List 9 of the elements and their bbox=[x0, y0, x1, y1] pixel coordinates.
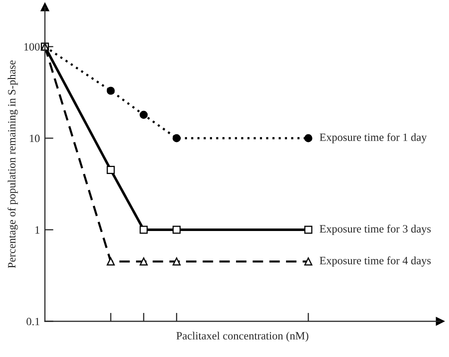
y-tick-label: 1 bbox=[35, 226, 40, 234]
series-label: Exposure time for 3 days bbox=[320, 224, 431, 235]
x-axis-title: Paclitaxel concentration (nM) bbox=[176, 332, 308, 342]
y-tick-label: 10 bbox=[30, 134, 40, 142]
y-tick-label: 0.1 bbox=[26, 318, 40, 326]
y-axis-title: Percentage of population remaining in S-phase bbox=[8, 60, 18, 268]
series-label: Exposure time for 1 day bbox=[320, 133, 427, 144]
series-label: Exposure time for 4 days bbox=[320, 256, 431, 267]
y-tick-label: 100 bbox=[24, 43, 40, 51]
